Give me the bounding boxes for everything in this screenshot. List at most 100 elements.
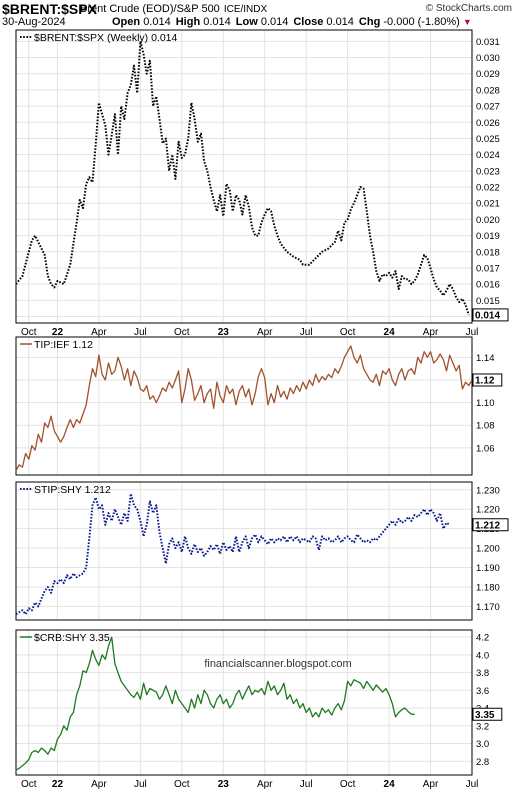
open-label: Open <box>112 16 141 28</box>
exchange-label: ICE/INDX <box>223 4 268 15</box>
instrument-description: Brent Crude (EOD)/S&P 500 ICE/INDX <box>80 3 267 15</box>
x-tick-label: Jul <box>134 327 147 338</box>
chart-panel-4: 2.83.03.23.43.63.84.04.2$CRB:SHY 3.353.3… <box>15 629 503 776</box>
last-value-label: 1.12 <box>475 375 495 386</box>
x-tick-label: Apr <box>257 327 273 338</box>
series-line <box>15 492 451 616</box>
y-tick-label: 0.025 <box>476 134 500 145</box>
series-line <box>15 40 470 316</box>
y-tick-label: 1.220 <box>476 505 500 516</box>
legend-label: STIP:SHY 1.212 <box>34 484 111 496</box>
x-tick-label: 23 <box>218 779 230 790</box>
y-tick-label: 0.019 <box>476 231 500 242</box>
y-tick-label: 0.018 <box>476 247 500 258</box>
legend-label: TIP:IEF 1.12 <box>34 339 93 351</box>
x-tick-label: Apr <box>91 327 107 338</box>
y-tick-label: 1.230 <box>476 485 500 496</box>
panel-frame <box>15 29 473 324</box>
x-tick-label: Oct <box>174 327 190 338</box>
last-value-box <box>472 373 503 387</box>
y-tick-label: 0.024 <box>476 150 500 161</box>
quote-date: 30-Aug-2024 <box>2 16 66 28</box>
last-value-box <box>472 707 503 721</box>
y-tick-label: 1.10 <box>476 398 495 409</box>
panel-frame <box>15 629 473 776</box>
x-tick-label: Jul <box>134 779 147 790</box>
y-tick-label: 1.180 <box>476 582 500 593</box>
x-axis-top: Oct 22 Apr Jul Oct 23 Apr Jul Oct 24 Apr Jul <box>21 327 478 338</box>
y-tick-label: 0.020 <box>476 215 500 226</box>
x-tick-label: 24 <box>384 779 396 790</box>
chart-header: $BRENT:$SPX Brent Crude (EOD)/S&P 500 ICE… <box>0 0 520 30</box>
symbol-title: $BRENT:$SPX <box>2 1 97 17</box>
x-tick-label: Apr <box>423 327 439 338</box>
y-tick-label: 2.8 <box>476 757 489 768</box>
x-tick-label: Jul <box>466 779 479 790</box>
low-label: Low <box>235 16 258 28</box>
x-tick-label: Oct <box>340 779 356 790</box>
last-value-label: 1.212 <box>475 520 500 531</box>
y-tick-label: 3.0 <box>476 739 489 750</box>
instrument-name: Brent Crude (EOD)/S&P 500 <box>80 3 220 15</box>
watermark-text: financialscanner.blogspot.com <box>204 658 351 670</box>
x-tick-label: Oct <box>340 327 356 338</box>
x-tick-label: Apr <box>257 779 273 790</box>
y-tick-label: 1.170 <box>476 602 500 613</box>
y-tick-label: 0.029 <box>476 69 500 80</box>
last-value-label: 3.35 <box>475 710 495 721</box>
x-tick-label: Oct <box>21 327 37 338</box>
x-axis-bottom: Oct 22 Apr Jul Oct 23 Apr Jul Oct 24 Apr Jul <box>21 779 478 790</box>
y-tick-label: 1.190 <box>476 563 500 574</box>
last-value-box <box>472 518 509 532</box>
y-tick-label: 0.023 <box>476 166 500 177</box>
y-tick-label: 4.2 <box>476 633 489 644</box>
series-line <box>15 345 473 471</box>
x-tick-label: Jul <box>300 779 313 790</box>
legend: $CRB:SHY 3.35 <box>20 632 110 644</box>
x-tick-label: 23 <box>218 327 230 338</box>
panel-frame <box>15 336 473 476</box>
legend: $BRENT:$SPX (Weekly) 0.014 <box>20 32 178 44</box>
last-value-box <box>472 308 509 322</box>
y-tick-label: 1.200 <box>476 544 500 555</box>
legend: TIP:IEF 1.12 <box>20 339 93 351</box>
y-tick-label: 0.028 <box>476 85 500 96</box>
y-tick-label: 1.06 <box>476 443 495 454</box>
chart-panel-1: 0.014 0.015 0.016 0.017 0.018 0.019 0.020 0.021… <box>15 29 509 324</box>
open-value: 0.014 <box>143 16 171 28</box>
y-tick-label: 0.030 <box>476 53 500 64</box>
legend-label: $BRENT:$SPX (Weekly) 0.014 <box>34 32 178 44</box>
x-tick-label: 22 <box>52 779 64 790</box>
x-tick-label: Jul <box>300 327 313 338</box>
x-tick-label: Oct <box>21 779 37 790</box>
close-value: 0.014 <box>326 16 354 28</box>
panel-frame <box>15 481 473 621</box>
ohlc-readout: Open 0.014 High 0.014 Low 0.014 Close 0.014… <box>112 16 472 28</box>
high-value: 0.014 <box>203 16 231 28</box>
y-tick-label: 0.022 <box>476 183 500 194</box>
x-tick-label: Apr <box>91 779 107 790</box>
y-tick-label: 3.6 <box>476 686 489 697</box>
y-tick-label: 3.2 <box>476 721 489 732</box>
x-tick-label: Jul <box>466 327 479 338</box>
x-tick-label: Oct <box>174 779 190 790</box>
y-tick-label: 0.021 <box>476 199 500 210</box>
series-line <box>15 636 415 771</box>
chart-panel-3: 1.1701.1801.1901.2001.2101.2201.230STIP:… <box>15 481 509 621</box>
y-tick-label: 0.026 <box>476 118 500 129</box>
y-tick-label: 3.8 <box>476 668 489 679</box>
down-arrow-icon: ▼ <box>462 17 472 27</box>
legend: STIP:SHY 1.212 <box>20 484 111 496</box>
x-tick-label: Apr <box>423 779 439 790</box>
y-tick-label: 0.031 <box>476 37 500 48</box>
x-tick-label: 24 <box>384 327 396 338</box>
y-tick-label: 0.027 <box>476 102 500 113</box>
brand-label[interactable]: © StockCharts.com <box>425 3 512 14</box>
last-value-label: 0.014 <box>475 310 500 321</box>
chg-label: Chg <box>358 16 381 28</box>
y-tick-label: 0.016 <box>476 280 500 291</box>
y-tick-label: 1.14 <box>476 353 495 364</box>
high-label: High <box>175 16 201 28</box>
